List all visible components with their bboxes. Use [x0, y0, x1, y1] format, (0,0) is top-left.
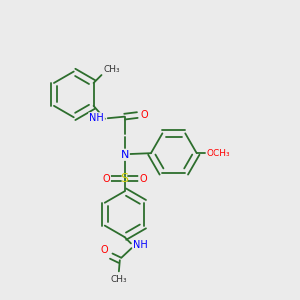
Text: S: S: [121, 172, 129, 185]
Text: CH₃: CH₃: [111, 274, 127, 284]
Text: NH: NH: [89, 113, 104, 123]
Text: CH₃: CH₃: [103, 65, 120, 74]
Text: O: O: [102, 174, 110, 184]
Text: O: O: [100, 244, 108, 254]
Text: NH: NH: [134, 240, 148, 250]
Text: O: O: [139, 174, 147, 184]
Text: O: O: [140, 110, 148, 120]
Text: OCH₃: OCH₃: [206, 149, 230, 158]
Text: N: N: [120, 150, 129, 160]
